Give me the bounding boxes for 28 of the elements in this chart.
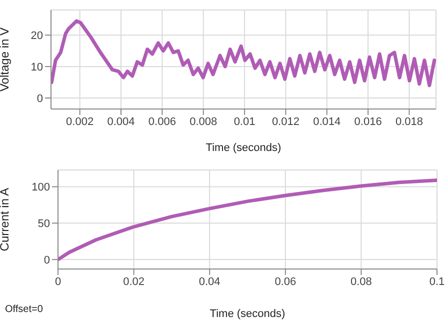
x-tick-label: 0.006 <box>148 116 176 128</box>
y-axis-title: Current in A <box>0 188 12 252</box>
y-tick-label: 0 <box>44 254 50 266</box>
x-tick-label: 0.002 <box>66 116 94 128</box>
x-tick-label: 0.008 <box>190 116 218 128</box>
x-tick-label: 0.08 <box>350 276 372 288</box>
x-axis-title: Time (seconds) <box>210 308 286 320</box>
y-tick-label: 0 <box>36 92 43 105</box>
y-tick-label: 10 <box>30 61 43 74</box>
x-tick-label: 0.004 <box>107 116 135 128</box>
x-tick-label: 0.018 <box>395 116 423 128</box>
x-axis-title: Time (seconds) <box>206 142 282 154</box>
y-tick-label: 20 <box>30 30 43 42</box>
x-tick-label: 0.1 <box>429 276 445 288</box>
x-tick-label: 0.014 <box>313 116 341 128</box>
x-tick-label: 0.012 <box>272 116 300 128</box>
x-tick-label: 0.016 <box>354 116 382 128</box>
y-tick-label: 100 <box>32 182 50 194</box>
y-tick-label: 50 <box>38 218 50 230</box>
x-tick-label: 0.04 <box>198 276 220 288</box>
line-series <box>58 178 437 262</box>
y-axis-title: Voltage in V <box>0 27 12 92</box>
x-tick-label: 0.01 <box>234 116 256 128</box>
x-tick-label: 0.06 <box>274 276 296 288</box>
line-series <box>51 19 436 88</box>
text: Offset=0 <box>5 304 43 315</box>
x-tick-label: 0 <box>54 276 62 288</box>
x-tick-label: 0.02 <box>123 276 145 288</box>
